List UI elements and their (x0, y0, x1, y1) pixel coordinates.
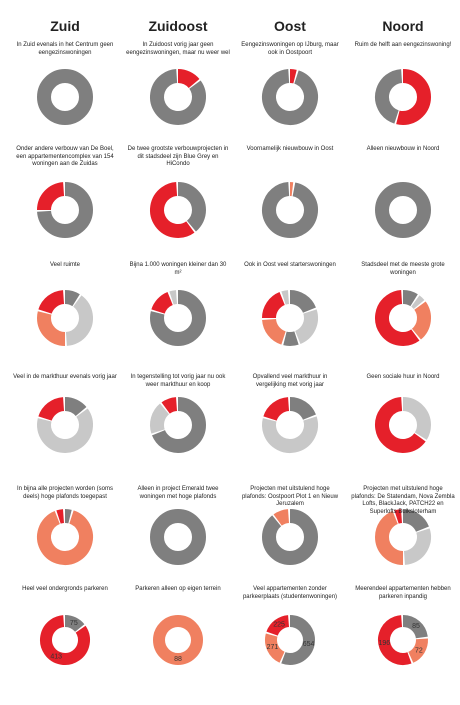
donut-segment (375, 290, 431, 346)
donut-segment (262, 396, 318, 453)
chart-caption: Voornamelijk nieuwbouw in Oost (246, 146, 334, 152)
donut-segment (262, 290, 318, 346)
chart-caption: In Zuid evenals in het Centrum geen eeng… (16, 42, 114, 56)
data-label: 72 (415, 647, 423, 654)
data-label: 271 (267, 644, 279, 651)
donut-segment (261, 290, 318, 346)
donut-segment (375, 509, 431, 565)
donut-segment (262, 397, 318, 453)
chart-caption: Meerendeel appartementen hebben parkeren… (355, 586, 451, 600)
data-label: 654 (303, 641, 315, 648)
donut-segment (150, 182, 206, 238)
donut-segment (37, 397, 93, 453)
chart-caption: Eengezinswoningen op IJburg, maar ook in… (241, 42, 339, 56)
chart-caption: Geen sociale huur in Noord (366, 374, 440, 380)
donut-segment (150, 397, 206, 453)
data-label: 225 (273, 621, 285, 628)
donut-segment (265, 615, 315, 665)
chart-caption: Ook in Oost veel starterswoningen (244, 262, 336, 268)
chart-caption: Stadsdeel met de meeste grote woningen (361, 262, 445, 276)
donut-segment (377, 615, 428, 665)
donut-segment (39, 615, 90, 665)
donut-segment (150, 182, 206, 238)
donut-segment (378, 615, 428, 665)
data-label: 413 (50, 654, 62, 661)
donut-segment (150, 290, 206, 346)
donut-segment (262, 509, 318, 565)
donut-segment (378, 615, 428, 665)
donut-segment (37, 509, 93, 565)
donut-segment (262, 290, 318, 346)
donut-segment (375, 182, 431, 238)
donut-segment (37, 396, 93, 453)
chart-caption: Opvallend veel markthuur in vergelijking… (252, 374, 328, 388)
donut-segment (37, 289, 93, 346)
chart-caption: Veel in de markthuur evenals vorig jaar (13, 374, 117, 380)
donut-segment (262, 397, 318, 453)
donut-segment (375, 509, 431, 565)
chart-caption: Onder andere verbouw van De Boel, een ap… (16, 146, 114, 167)
donut-segment (37, 509, 93, 565)
donut-segment (375, 397, 431, 453)
chart-caption: Projecten met uitstulend hoge plafonds: … (241, 486, 339, 507)
column-header: Zuid (50, 18, 80, 34)
chart-caption: Alleen nieuwbouw in Noord (366, 146, 440, 152)
chart-caption: Alleen in project Emerald twee woningen … (137, 486, 219, 500)
donut-segment (262, 182, 318, 238)
chart-caption: In Zuidoost vorig jaar geen eengezinswon… (126, 42, 230, 56)
donut-segment (375, 509, 431, 565)
chart-caption: Parkeren alleen op eigen terrein (135, 586, 221, 592)
donut-segment (150, 397, 206, 453)
chart-caption: Veel appartementen zonder parkeerplaats … (242, 586, 338, 600)
chart-caption: In tegenstelling tot vorig jaar nu ook w… (130, 374, 226, 388)
donut-segment (153, 615, 203, 665)
donut-segment (150, 69, 206, 125)
donut-segment (262, 509, 318, 565)
donut-segment (265, 615, 315, 665)
donut-segment (150, 290, 206, 346)
data-label: 196 (378, 640, 390, 647)
donut-segment (375, 290, 431, 346)
donut-segment (262, 290, 318, 346)
donut-segment (375, 509, 431, 565)
donut-segment (265, 615, 315, 665)
donut-segment (150, 290, 206, 346)
donut-segment (37, 397, 93, 453)
donut-segment (375, 397, 431, 453)
column-header: Zuidoost (148, 18, 208, 34)
donut-segment (37, 290, 93, 346)
donut-segment (40, 615, 90, 665)
donut-segment (262, 290, 318, 346)
donut-segment (375, 69, 431, 125)
donut-segment (37, 182, 93, 238)
chart-caption: In bijna alle projecten worden (soms dee… (16, 486, 114, 500)
chart-caption: Heel veel ondergronds parkeren (22, 586, 108, 592)
chart-caption: De twee grootste verbouwprojecten in dit… (127, 146, 229, 167)
donut-segment (37, 182, 93, 238)
chart-caption: Bijna 1.000 woningen kleiner dan 30 m² (129, 262, 227, 276)
donut-segment (262, 290, 318, 346)
data-label: 85 (412, 623, 420, 630)
donut-segment (150, 509, 206, 565)
donut-segment (375, 290, 431, 346)
donut-segment (150, 397, 206, 453)
donut-segment (262, 69, 318, 125)
column-header: Noord (382, 18, 424, 34)
donut-segment (37, 290, 93, 346)
chart-caption: Ruim de helft aan eengezinswoning! (354, 42, 452, 48)
data-label: 88 (174, 656, 182, 663)
data-label: 75 (70, 620, 78, 627)
donut-segment (37, 290, 93, 346)
donut-segment (375, 290, 431, 346)
chart-caption: Projecten met uitstulend hoge plafonds: … (351, 486, 455, 515)
column-header: Oost (274, 18, 306, 34)
chart-caption: Veel ruimte (49, 262, 80, 268)
donut-segment (37, 509, 93, 565)
donut-segment (37, 69, 93, 125)
